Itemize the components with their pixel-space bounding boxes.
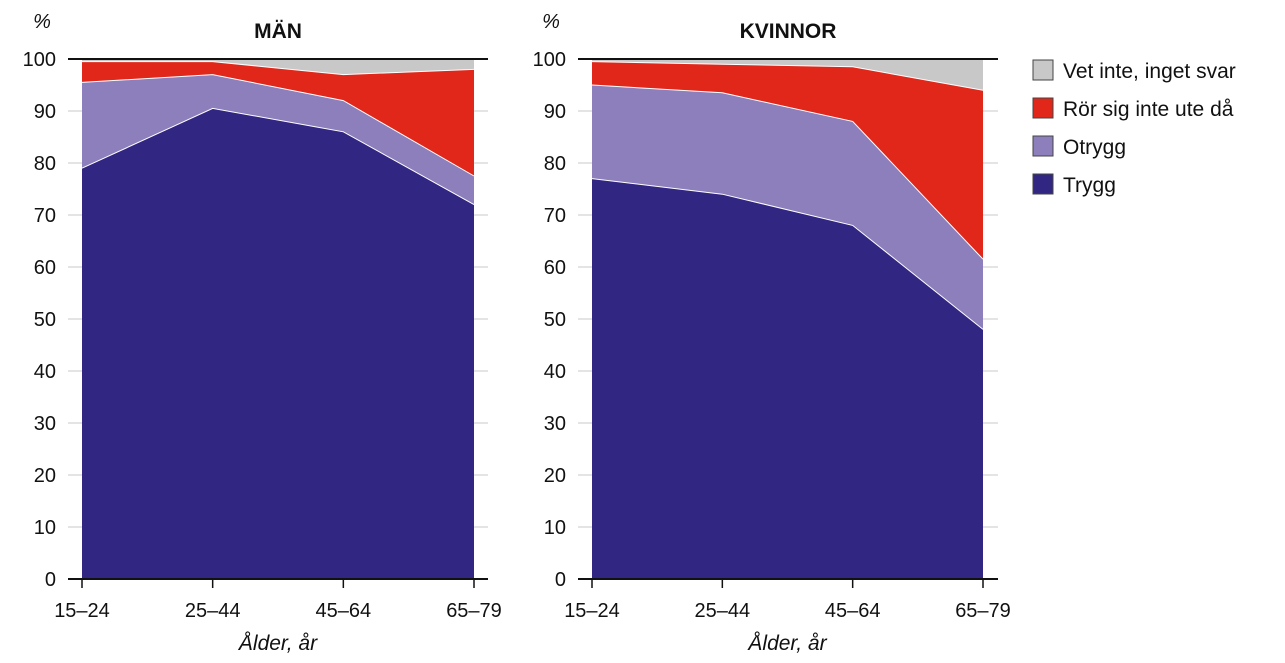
chart-panel-0: 0 10 20 30 40 50 60 70 80 90 100% MÄN 15–24 25–44 45–6… bbox=[23, 11, 502, 655]
area-rör-sig-inte-ute-då bbox=[82, 61, 474, 176]
legend-label: Vet inte, inget svar bbox=[1063, 60, 1236, 83]
series-boundary-line bbox=[81, 74, 475, 177]
area-otrygg bbox=[82, 74, 474, 205]
x-axis-title: Ålder, år bbox=[746, 632, 827, 655]
y-tick-label: 40 bbox=[34, 361, 56, 383]
y-tick-label: 70 bbox=[34, 205, 56, 227]
x-tick-label: 15–24 bbox=[564, 600, 620, 622]
area-vet-inte-inget-svar bbox=[82, 59, 474, 75]
area-otrygg bbox=[592, 85, 983, 330]
x-tick-label: 15–24 bbox=[54, 600, 110, 622]
y-tick-label: 60 bbox=[544, 257, 566, 279]
area-trygg bbox=[82, 108, 474, 580]
area-vet-inte-inget-svar bbox=[592, 59, 983, 91]
panel-title: MÄN bbox=[254, 20, 302, 43]
area-trygg bbox=[592, 178, 983, 579]
x-axis-title: Ålder, år bbox=[237, 632, 318, 655]
series-boundary-line bbox=[591, 84, 984, 260]
x-tick-label: 45–64 bbox=[825, 600, 881, 622]
y-tick-label: 60 bbox=[34, 257, 56, 279]
y-tick-label: 70 bbox=[544, 205, 566, 227]
legend-swatch bbox=[1032, 173, 1054, 195]
legend-swatch bbox=[1032, 97, 1054, 119]
x-tick-label: 25–44 bbox=[185, 600, 241, 622]
x-tick-label: 65–79 bbox=[955, 600, 1011, 622]
y-tick-label: 100 bbox=[533, 49, 566, 71]
x-tick-label: 25–44 bbox=[695, 600, 751, 622]
y-unit-label: % bbox=[542, 11, 560, 33]
legend-label: Trygg bbox=[1063, 174, 1116, 197]
panel-title: KVINNOR bbox=[740, 20, 837, 43]
y-unit-label: % bbox=[33, 11, 51, 33]
y-tick-label: 50 bbox=[544, 309, 566, 331]
y-tick-label: 40 bbox=[544, 361, 566, 383]
chart-panel-1: 0 10 20 30 40 50 60 70 80 90 100% KVINNOR 15–24 25–44… bbox=[533, 11, 1011, 655]
series-boundary-line bbox=[82, 61, 475, 76]
legend: Vet inte, inget svar Rör sig inte ute då O… bbox=[1032, 59, 1236, 197]
legend-swatch bbox=[1032, 135, 1054, 157]
legend-swatch bbox=[1032, 59, 1054, 81]
y-tick-label: 10 bbox=[34, 517, 56, 539]
y-tick-label: 10 bbox=[544, 517, 566, 539]
area-rör-sig-inte-ute-då bbox=[592, 61, 983, 260]
series-boundary-line bbox=[591, 61, 984, 91]
legend-label: Rör sig inte ute då bbox=[1063, 98, 1234, 121]
y-tick-label: 90 bbox=[34, 101, 56, 123]
y-tick-label: 80 bbox=[544, 153, 566, 175]
y-tick-label: 100 bbox=[23, 49, 56, 71]
legend-label: Otrygg bbox=[1063, 136, 1126, 159]
y-tick-label: 90 bbox=[544, 101, 566, 123]
y-tick-label: 30 bbox=[34, 413, 56, 435]
y-tick-label: 20 bbox=[34, 465, 56, 487]
y-tick-label: 30 bbox=[544, 413, 566, 435]
y-tick-label: 0 bbox=[45, 569, 56, 591]
series-boundary-line bbox=[81, 107, 475, 206]
x-tick-label: 65–79 bbox=[446, 600, 502, 622]
y-tick-label: 0 bbox=[555, 569, 566, 591]
y-tick-label: 80 bbox=[34, 153, 56, 175]
series-boundary-line bbox=[591, 178, 984, 330]
y-tick-label: 20 bbox=[544, 465, 566, 487]
y-tick-label: 50 bbox=[34, 309, 56, 331]
x-tick-label: 45–64 bbox=[316, 600, 372, 622]
